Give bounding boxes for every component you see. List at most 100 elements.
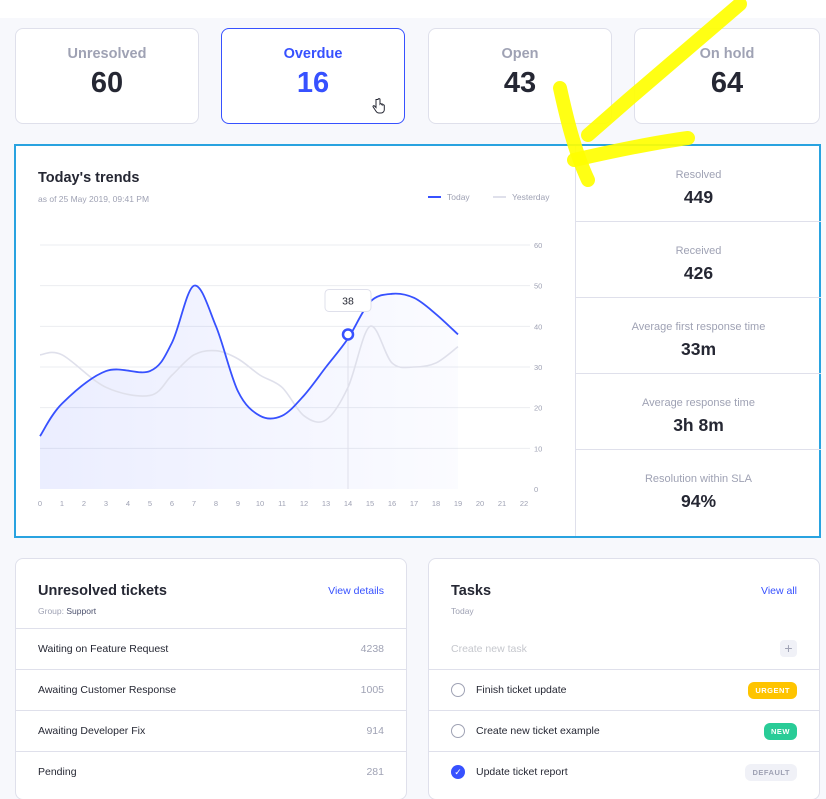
- x-tick-label: 22: [520, 499, 528, 508]
- stat-label: Open: [501, 46, 539, 62]
- x-tick-label: 21: [498, 499, 506, 508]
- x-tick-label: 20: [476, 499, 484, 508]
- trends-title: Today's trends: [38, 170, 140, 186]
- hover-point: [341, 328, 355, 341]
- stat-label: Overdue: [283, 46, 343, 62]
- ticket-label: Waiting on Feature Request: [38, 643, 169, 655]
- x-tick-label: 19: [454, 499, 462, 508]
- x-tick-label: 7: [192, 499, 196, 508]
- x-tick-label: 17: [410, 499, 418, 508]
- metric-first-response: Average first response time 33m: [576, 298, 821, 374]
- ticket-row[interactable]: Pending 281: [16, 751, 406, 792]
- task-item[interactable]: Finish ticket update URGENT: [429, 669, 819, 710]
- group-value: Support: [66, 606, 97, 616]
- hand-pointer-icon: [372, 98, 385, 114]
- metric-received: Received 426: [576, 222, 821, 298]
- add-task-button[interactable]: +: [780, 640, 797, 657]
- stat-card-open[interactable]: Open 43: [428, 28, 612, 124]
- create-task-input[interactable]: Create new task +: [429, 628, 819, 669]
- y-tick-label: 20: [534, 404, 542, 413]
- ticket-row[interactable]: Awaiting Developer Fix 914: [16, 710, 406, 751]
- trends-timestamp: as of 25 May 2019, 09:41 PM: [38, 194, 150, 204]
- stat-value: 64: [710, 67, 744, 99]
- stat-label: Unresolved: [67, 46, 147, 62]
- metric-label: Resolution within SLA: [644, 473, 752, 485]
- stat-value: 16: [296, 67, 330, 99]
- x-tick-label: 2: [82, 499, 86, 508]
- x-tick-label: 9: [236, 499, 240, 508]
- ticket-count: 1005: [360, 684, 384, 696]
- legend-yesterday: Yesterday: [493, 192, 550, 202]
- metric-value: 426: [683, 263, 714, 283]
- chart-area: [40, 285, 458, 489]
- x-tick-label: 8: [214, 499, 218, 508]
- panel-title: Tasks: [451, 583, 492, 599]
- top-header-strip: [0, 0, 826, 18]
- stat-card-unresolved[interactable]: Unresolved 60: [15, 28, 199, 124]
- ticket-count: 4238: [360, 643, 384, 655]
- stat-card-on-hold[interactable]: On hold 64: [634, 28, 820, 124]
- metric-label: Average first response time: [631, 321, 766, 333]
- panel-title: Unresolved tickets: [38, 583, 167, 599]
- x-tick-label: 5: [148, 499, 152, 508]
- task-label: Create new ticket example: [476, 725, 600, 737]
- x-tick-label: 3: [104, 499, 108, 508]
- metric-value: 94%: [680, 491, 717, 511]
- chart-marker: 38: [324, 288, 372, 489]
- x-tick-label: 1: [60, 499, 64, 508]
- x-tick-label: 12: [300, 499, 308, 508]
- y-tick-label: 60: [534, 241, 542, 250]
- series-line-yesterday: [39, 325, 459, 423]
- metric-avg-response: Average response time 3h 8m: [576, 374, 821, 450]
- x-tick-label: 13: [322, 499, 330, 508]
- metric-resolved: Resolved 449: [576, 146, 821, 222]
- y-tick-label: 40: [534, 322, 542, 331]
- chart-lines: [39, 284, 459, 437]
- x-tick-label: 18: [432, 499, 440, 508]
- task-item[interactable]: ✓ Update ticket report DEFAULT: [429, 751, 819, 792]
- y-tick-label: 30: [534, 363, 542, 372]
- x-tick-label: 0: [38, 499, 42, 508]
- y-tick-label: 10: [534, 444, 542, 453]
- legend-yesterday-label: Yesterday: [512, 192, 550, 202]
- stat-value: 43: [503, 67, 537, 99]
- x-tick-label: 6: [170, 499, 174, 508]
- metric-value: 33m: [680, 339, 717, 359]
- x-tick-label: 4: [126, 499, 130, 508]
- metric-value: 3h 8m: [673, 415, 724, 435]
- trends-panel: Today's trends as of 25 May 2019, 09:41 …: [14, 144, 821, 538]
- ticket-label: Awaiting Developer Fix: [38, 725, 146, 737]
- ticket-label: Pending: [38, 766, 77, 778]
- ticket-row[interactable]: Waiting on Feature Request 4238: [16, 628, 406, 669]
- tooltip-value: 38: [342, 295, 354, 307]
- y-tick-label: 50: [534, 282, 542, 291]
- task-item[interactable]: Create new ticket example NEW: [429, 710, 819, 751]
- view-details-link[interactable]: View details: [328, 585, 384, 597]
- task-checkbox[interactable]: [451, 724, 465, 738]
- y-tick-label: 0: [534, 485, 538, 494]
- view-all-link[interactable]: View all: [761, 585, 797, 597]
- ticket-count: 914: [366, 725, 384, 737]
- group-label-prefix: Group:: [38, 606, 64, 616]
- ticket-row[interactable]: Awaiting Customer Response 1005: [16, 669, 406, 710]
- ticket-label: Awaiting Customer Response: [38, 684, 177, 696]
- x-tick-label: 15: [366, 499, 374, 508]
- stat-card-overdue[interactable]: Overdue 16: [221, 28, 405, 124]
- metric-value: 449: [683, 187, 714, 207]
- task-checkbox-checked[interactable]: ✓: [451, 765, 465, 779]
- default-badge: DEFAULT: [745, 763, 797, 781]
- urgent-badge: URGENT: [748, 681, 797, 699]
- metric-label: Resolved: [675, 169, 722, 181]
- legend-today: Today: [428, 192, 470, 202]
- today-area: [40, 285, 458, 489]
- tooltip-box: [324, 288, 372, 312]
- task-label: Update ticket report: [476, 766, 568, 778]
- tasks-panel: Tasks View all Today Create new task + F…: [428, 558, 820, 799]
- task-checkbox[interactable]: [451, 683, 465, 697]
- task-label: Finish ticket update: [476, 684, 567, 696]
- trends-divider: [575, 146, 576, 536]
- metric-label: Received: [675, 245, 722, 257]
- unresolved-tickets-panel: Unresolved tickets View details Group: S…: [15, 558, 407, 799]
